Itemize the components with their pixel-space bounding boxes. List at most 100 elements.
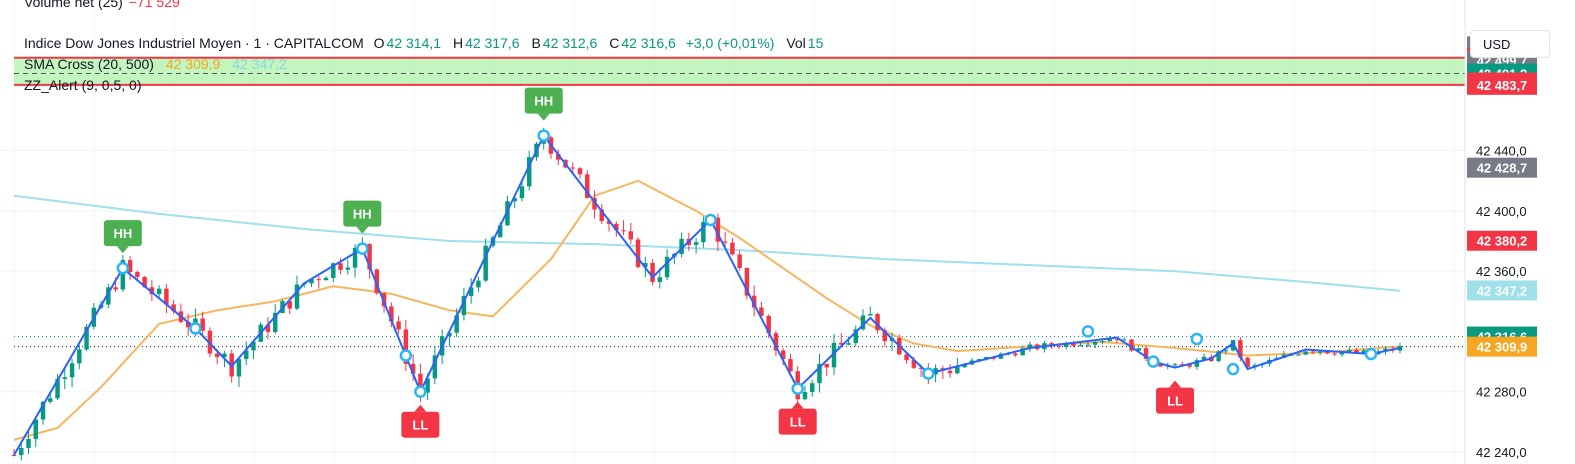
hh-tag-arrow: [537, 113, 550, 121]
candle-body: [621, 230, 626, 232]
candle-body: [127, 260, 133, 273]
candle-body: [331, 263, 336, 278]
candle-body: [338, 263, 343, 270]
candle-body: [236, 359, 242, 377]
candle-body: [40, 401, 46, 420]
candle-body: [1361, 350, 1366, 354]
candle-body: [788, 359, 793, 372]
legend-sma-row[interactable]: SMA Cross (20, 500) 42 309,9 42 347,2: [24, 56, 289, 72]
candle-body: [77, 349, 82, 364]
ll-tag-box: [778, 408, 817, 435]
pivot-marker: [1226, 362, 1240, 376]
price-label-bg: [1467, 74, 1537, 95]
candle-body: [585, 174, 590, 199]
legend-zz-row[interactable]: ZZ_Alert (9, 0,5, 0): [24, 77, 143, 93]
candle-body: [1317, 351, 1323, 353]
price-tick: 42 280,0: [1476, 385, 1527, 400]
price-label-text: 42 309,9: [1477, 340, 1528, 355]
open-label: O: [373, 35, 385, 51]
candle-body: [679, 238, 684, 254]
pivot-marker: [704, 213, 717, 227]
price-scale[interactable]: 42 240,0 42 280,0 42 360,0 42 400,0 42 440,0: [1476, 144, 1527, 460]
candle-body: [135, 272, 140, 277]
candle-body: [853, 329, 858, 344]
candle-body: [839, 342, 844, 345]
candle-body: [410, 363, 416, 374]
hh-tag: HH: [103, 220, 142, 254]
legend-symbol-row[interactable]: Indice Dow Jones Industriel Moyen · 1 · …: [24, 35, 825, 51]
candle-body: [577, 168, 583, 175]
candle-body: [185, 321, 191, 328]
candle-body: [556, 153, 561, 160]
candle-body: [69, 363, 75, 378]
candle-body: [701, 221, 706, 243]
high-label: H: [452, 35, 464, 51]
resistance-zone: [14, 57, 1465, 85]
candle-body: [468, 287, 474, 297]
candle-body: [48, 398, 53, 402]
candle-body: [62, 377, 68, 379]
candle-body: [309, 279, 314, 284]
candle-body: [664, 256, 670, 278]
price-label: 42 309,9: [1467, 336, 1537, 357]
price-label: 42 380,2: [1467, 230, 1537, 251]
candle-body: [1245, 357, 1250, 368]
candle-body: [1143, 348, 1149, 359]
candle-body: [643, 263, 648, 268]
candle-body: [454, 315, 459, 333]
price-label-bg: [1467, 230, 1537, 251]
candle-body: [1129, 339, 1134, 351]
open-value: 42 314,1: [386, 35, 442, 51]
candle-body: [113, 287, 118, 290]
candle-body: [1238, 340, 1243, 358]
candle-body: [766, 315, 771, 334]
symbol-title[interactable]: Indice Dow Jones Industriel Moyen · 1 · …: [24, 35, 364, 51]
candle-body: [817, 363, 822, 384]
pivot-marker: [1364, 347, 1378, 361]
price-label-bg: [1467, 280, 1537, 301]
volume-label: Volume net (25): [24, 0, 123, 10]
candle-body: [418, 373, 423, 393]
candle-body: [1216, 351, 1221, 361]
price-label: 42 483,7: [1467, 74, 1537, 95]
candle-body: [200, 318, 205, 331]
candle-body: [432, 355, 438, 379]
candle-body: [730, 242, 735, 255]
candle-body: [149, 287, 155, 295]
candle-body: [824, 363, 829, 368]
price-label-bg: [1467, 336, 1537, 357]
price-tick: 42 440,0: [1476, 144, 1527, 159]
candle-body: [809, 383, 815, 393]
candle-body: [846, 343, 851, 345]
candle-body: [773, 333, 779, 351]
hh-tag-box: [103, 220, 142, 247]
zz-label[interactable]: ZZ_Alert (9, 0,5, 0): [24, 77, 142, 93]
candle-body: [1332, 353, 1337, 355]
zigzag-path: [13, 133, 1401, 456]
candle-body: [1136, 348, 1142, 351]
legend-volume-row: Volume net (25) −71 529: [24, 0, 182, 10]
pivot-marker: [189, 322, 202, 335]
candle-body: [802, 392, 808, 400]
candle-body: [352, 247, 358, 268]
ll-tag-label: LL: [790, 415, 806, 430]
candle-body: [759, 307, 764, 316]
candle-body: [389, 306, 394, 322]
candle-body: [156, 288, 162, 295]
vol-value: 15: [807, 35, 824, 51]
candle-body: [1085, 344, 1091, 346]
candle-body: [19, 447, 24, 456]
ll-tag-arrow: [1169, 380, 1182, 388]
low-value: 42 312,6: [542, 35, 598, 51]
candle-body: [1027, 344, 1033, 349]
currency-button[interactable]: USD: [1470, 30, 1550, 58]
zone-rect: [14, 57, 1465, 85]
price-label-bg: [1467, 157, 1537, 178]
candle-body: [1122, 339, 1127, 341]
sma-label[interactable]: SMA Cross (20, 500): [24, 56, 154, 72]
candle-body: [1158, 364, 1163, 367]
candle-body: [875, 314, 880, 331]
candle-body: [1354, 349, 1359, 354]
pivot-marker: [116, 261, 130, 275]
